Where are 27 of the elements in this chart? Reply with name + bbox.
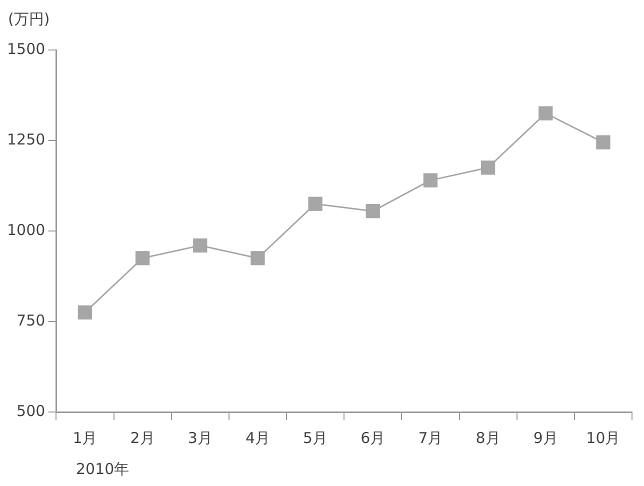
y-tick-label: 1000 (6, 220, 46, 239)
point (538, 106, 553, 120)
x-tick-label: 4月 (245, 428, 270, 447)
x-tick-label: 1月 (72, 428, 98, 447)
text: 2010年 (76, 460, 130, 479)
point (596, 135, 610, 150)
point (193, 238, 208, 253)
point (480, 160, 496, 175)
y-tick-label: 1250 (6, 130, 46, 148)
point (250, 251, 265, 266)
point (423, 173, 438, 188)
point (366, 204, 380, 218)
x-tick-label: 6月 (360, 428, 386, 447)
point (308, 196, 322, 211)
x-tick-label: 5月 (303, 428, 328, 447)
y-tick-label: 1500 (6, 40, 46, 58)
y-axis-title: (万円) (8, 10, 50, 29)
x-tick-label: 8月 (476, 428, 500, 447)
y-tick-label: 750 (16, 311, 46, 330)
point (78, 305, 92, 320)
x-tick-label: 3月 (188, 428, 212, 447)
x-tick-label: 10月 (586, 428, 620, 447)
x-tick-label: 9月 (533, 428, 558, 447)
point (135, 251, 150, 266)
y-tick-label: 500 (16, 402, 46, 420)
x-tick-label: 2月 (130, 428, 155, 447)
x-tick-label: 7月 (418, 428, 443, 447)
